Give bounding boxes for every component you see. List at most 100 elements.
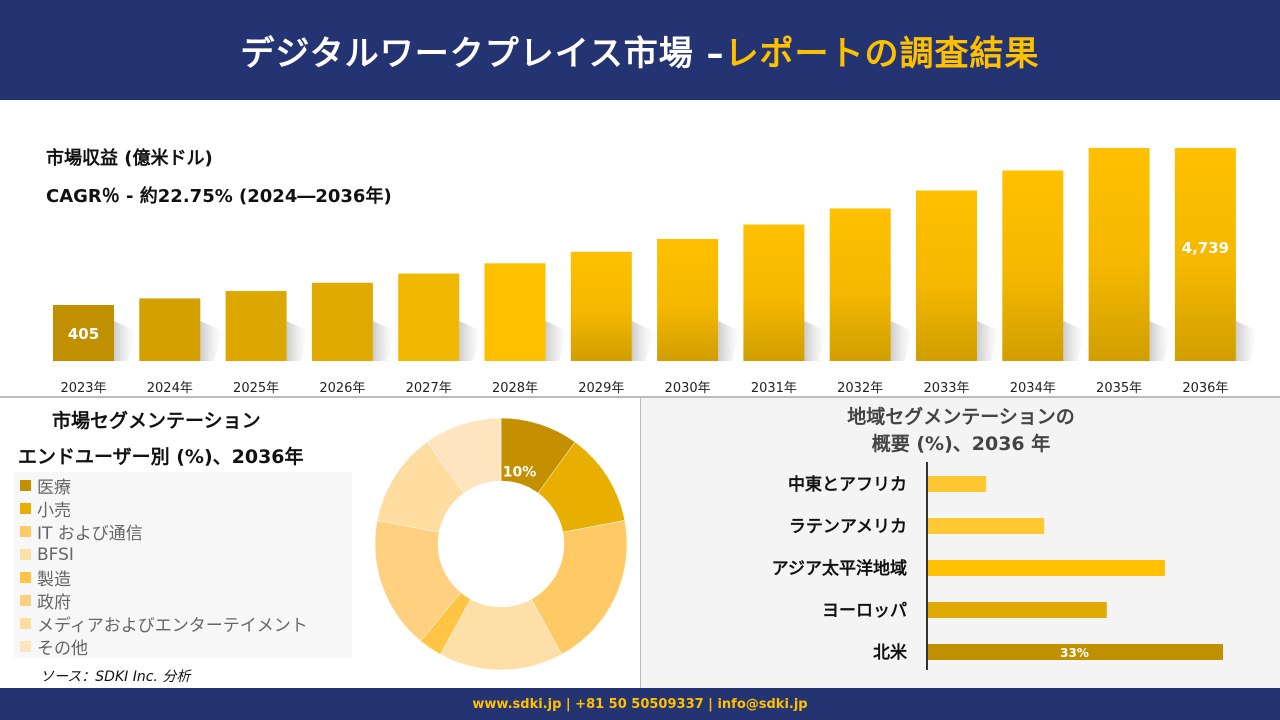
legend-label: 政府 — [37, 593, 71, 613]
bar-value-label: 405 — [68, 325, 99, 343]
revenue-bar — [657, 238, 719, 361]
year-label: 2027年 — [406, 381, 452, 396]
revenue-bar — [1088, 148, 1150, 361]
year-label: 2036年 — [1182, 381, 1228, 396]
region-title: 地域セグメンテーションの 概要 (%)、2036 年 — [641, 404, 1280, 458]
legend-label: 小売 — [37, 501, 71, 521]
bar-shadow — [631, 321, 654, 361]
region-label: ラテンアメリカ — [789, 517, 907, 537]
segment-title: 市場セグメンテーション — [52, 410, 261, 432]
legend-item: 製造 — [20, 566, 352, 590]
legend-item: 小売 — [20, 497, 352, 521]
footer-contact: www.sdki.jp | +81 50 50509337 | info@sdk… — [0, 688, 1280, 720]
year-label: 2023年 — [60, 381, 106, 396]
legend-label: 製造 — [37, 570, 71, 590]
legend-swatch — [20, 618, 31, 629]
title-main: デジタルワークプレイス市場 – — [240, 33, 725, 74]
title-accent: レポートの調査結果 — [724, 33, 1040, 74]
legend-label: BFSI — [37, 544, 74, 565]
legend-item: その他 — [20, 635, 352, 659]
year-label: 2031年 — [751, 381, 797, 396]
revenue-bar — [1174, 148, 1236, 361]
bar-shadow — [114, 321, 136, 361]
header-banner: デジタルワークプレイス市場 – レポートの調査結果 — [0, 0, 1280, 100]
end-user-segment-panel: 市場セグメンテーション エンドユーザー別 (%)、2036年 医療小売 IT およ… — [0, 398, 640, 688]
legend-label: IT および通信 — [37, 524, 143, 544]
legend-swatch — [20, 641, 31, 652]
year-label: 2026年 — [319, 381, 365, 396]
bar-shadow — [1235, 321, 1258, 361]
revenue-bar — [311, 282, 373, 361]
year-label: 2032年 — [837, 381, 883, 396]
region-title-line2: 概要 (%)、2036 年 — [871, 433, 1051, 455]
bar-shadow — [804, 321, 827, 361]
bar-shadow — [718, 321, 741, 361]
source-note: ソース：SDKI Inc. 分析 — [40, 669, 191, 685]
region-title-line1: 地域セグメンテーションの — [847, 406, 1075, 428]
region-bar — [928, 644, 1223, 660]
region-bar — [928, 476, 987, 492]
bar-shadow — [890, 321, 913, 361]
legend-swatch — [20, 595, 31, 606]
year-label: 2024年 — [147, 381, 193, 396]
region-bar — [928, 602, 1107, 618]
revenue-bar — [225, 291, 287, 361]
revenue-bar — [53, 305, 114, 361]
region-segment-panel: 地域セグメンテーションの 概要 (%)、2036 年 中東とアフリカ ラテンアメリ… — [640, 398, 1280, 688]
legend-label: その他 — [37, 639, 88, 659]
revenue-bar — [398, 273, 460, 361]
revenue-bar — [829, 208, 891, 361]
revenue-bar — [139, 298, 201, 361]
segment-subtitle: エンドユーザー別 (%)、2036年 — [18, 446, 304, 468]
legend-item: メディアおよびエンターテイメント — [20, 612, 352, 636]
bar-shadow — [200, 321, 223, 361]
legend-item: BFSI — [20, 543, 352, 566]
year-label: 2025年 — [233, 381, 279, 396]
end-user-donut: 10% — [374, 417, 628, 671]
legend-item: IT および通信 — [20, 520, 352, 544]
donut-slice — [531, 520, 628, 655]
bar-shadow — [545, 321, 568, 361]
divider — [0, 396, 1280, 398]
legend-label: メディアおよびエンターテイメント — [37, 616, 308, 636]
region-bar — [928, 560, 1165, 576]
bar-shadow — [1149, 321, 1172, 361]
legend-swatch — [20, 572, 31, 583]
legend-swatch — [20, 503, 31, 514]
year-label: 2028年 — [492, 381, 538, 396]
year-label: 2029年 — [578, 381, 624, 396]
donut-slice — [426, 417, 502, 494]
region-label: 中東とアフリカ — [788, 474, 907, 495]
legend-swatch — [20, 526, 31, 537]
year-label: 2033年 — [923, 381, 969, 396]
bar-shadow — [459, 321, 482, 361]
legend-swatch — [20, 549, 31, 560]
legend-label: 医療 — [37, 478, 71, 498]
revenue-bar — [484, 263, 546, 361]
donut-legend: 医療小売 IT および通信 BFSI 製造政府メディアおよびエンターテイメント その他 — [14, 472, 352, 659]
bar-shadow — [977, 321, 999, 361]
revenue-chart: 2023年 405 2024年 2025年 2026年 2027年 2028年 2029年 20… — [0, 100, 1280, 396]
slice-label: 10% — [503, 465, 537, 481]
bar-shadow — [1063, 321, 1086, 361]
revenue-bar — [570, 251, 632, 361]
region-label: ヨーロッパ — [822, 601, 907, 621]
revenue-bar — [743, 224, 805, 361]
revenue-bars-svg: 2023年 405 2024年 2025年 2026年 2027年 2028年 2029年 20… — [53, 148, 1258, 396]
revenue-title: 市場収益 (億米ドル) — [46, 148, 213, 169]
legend-item: 医療 — [20, 474, 352, 498]
bar-shadow — [286, 321, 309, 361]
legend-item: 政府 — [20, 589, 352, 613]
region-label: アジア太平洋地域 — [772, 558, 907, 579]
year-label: 2030年 — [665, 381, 711, 396]
bar-value-label: 4,739 — [1182, 239, 1229, 257]
region-bar — [928, 518, 1045, 534]
region-label: 北米 — [873, 642, 908, 663]
cagr-text: CAGR％ - 約22.75% (2024―2036年) — [46, 186, 392, 207]
bar-shadow — [372, 321, 395, 361]
revenue-bar — [1002, 170, 1064, 361]
region-value-label: 33% — [1060, 646, 1089, 660]
year-label: 2034年 — [1010, 381, 1056, 396]
year-label: 2035年 — [1096, 381, 1142, 396]
